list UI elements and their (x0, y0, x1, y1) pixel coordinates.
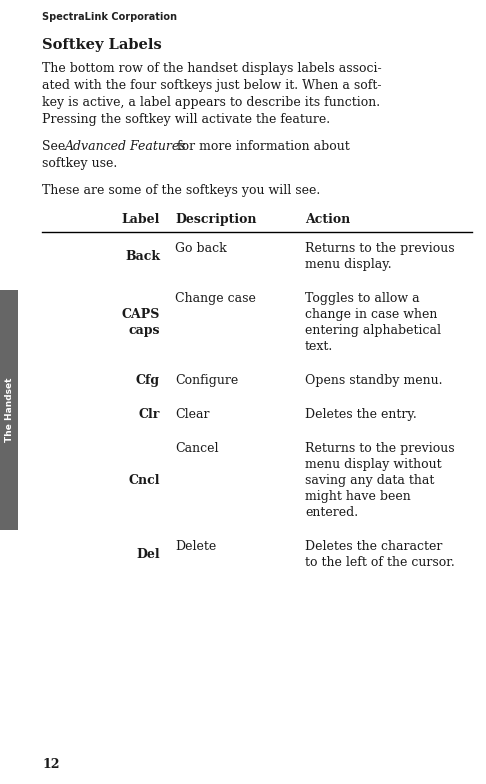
Text: Deletes the entry.: Deletes the entry. (305, 408, 417, 421)
Text: SpectraLink Corporation: SpectraLink Corporation (42, 12, 177, 22)
Text: Cncl: Cncl (128, 474, 160, 487)
Text: softkey use.: softkey use. (42, 157, 117, 170)
Text: Pressing the softkey will activate the feature.: Pressing the softkey will activate the f… (42, 113, 330, 126)
Text: caps: caps (128, 324, 160, 337)
Text: text.: text. (305, 340, 333, 353)
Text: Cfg: Cfg (136, 374, 160, 387)
Text: ated with the four softkeys just below it. When a soft-: ated with the four softkeys just below i… (42, 79, 382, 92)
Text: menu display.: menu display. (305, 258, 392, 271)
Text: Deletes the character: Deletes the character (305, 540, 442, 553)
Text: CAPS: CAPS (122, 308, 160, 321)
Text: Opens standby menu.: Opens standby menu. (305, 374, 442, 387)
Text: Label: Label (122, 213, 160, 226)
Text: Advanced Features: Advanced Features (65, 140, 187, 153)
Text: Go back: Go back (175, 242, 227, 255)
Text: Delete: Delete (175, 540, 216, 553)
Text: Action: Action (305, 213, 350, 226)
Text: to the left of the cursor.: to the left of the cursor. (305, 556, 455, 569)
Text: Returns to the previous: Returns to the previous (305, 442, 454, 455)
Text: Returns to the previous: Returns to the previous (305, 242, 454, 255)
Text: Clr: Clr (139, 408, 160, 421)
Text: saving any data that: saving any data that (305, 474, 434, 487)
Text: Description: Description (175, 213, 257, 226)
Text: Change case: Change case (175, 292, 256, 305)
Text: Back: Back (125, 250, 160, 263)
Text: Toggles to allow a: Toggles to allow a (305, 292, 419, 305)
Text: Clear: Clear (175, 408, 209, 421)
Text: entered.: entered. (305, 506, 358, 519)
Text: change in case when: change in case when (305, 308, 437, 321)
Text: menu display without: menu display without (305, 458, 442, 471)
Text: entering alphabetical: entering alphabetical (305, 324, 441, 337)
Text: might have been: might have been (305, 490, 411, 503)
Text: These are some of the softkeys you will see.: These are some of the softkeys you will … (42, 184, 320, 197)
Text: The bottom row of the handset displays labels associ-: The bottom row of the handset displays l… (42, 62, 382, 75)
Bar (0, 290, 18, 530)
Text: Softkey Labels: Softkey Labels (42, 38, 162, 52)
Text: for more information about: for more information about (173, 140, 350, 153)
Text: 12: 12 (42, 758, 59, 771)
Text: See: See (42, 140, 69, 153)
Text: The Handset: The Handset (4, 378, 14, 442)
Text: Del: Del (137, 548, 160, 561)
Text: Cancel: Cancel (175, 442, 219, 455)
Text: key is active, a label appears to describe its function.: key is active, a label appears to descri… (42, 96, 380, 109)
Text: Configure: Configure (175, 374, 238, 387)
